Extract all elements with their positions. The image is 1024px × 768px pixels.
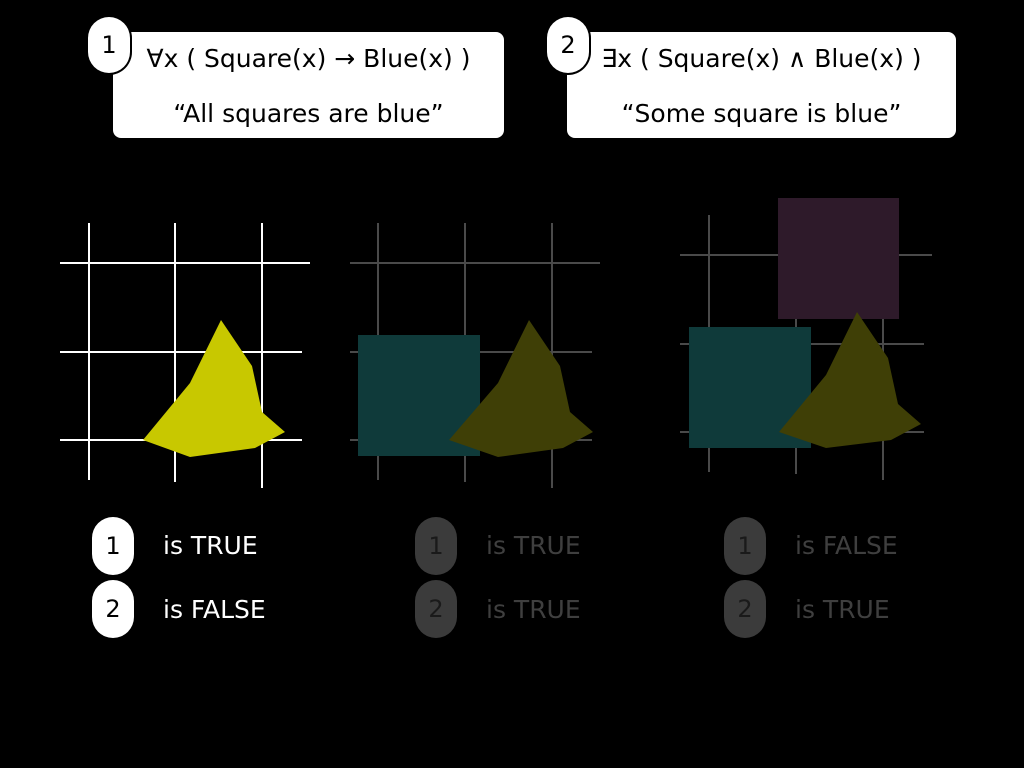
formula-1-reading: “All squares are blue” bbox=[173, 99, 444, 128]
scene-3 bbox=[680, 198, 932, 480]
scene-2-formula-1-status: is TRUE bbox=[486, 531, 581, 560]
formula-card-1: ∀x ( Square(x) → Blue(x) ) “All squares … bbox=[113, 32, 504, 138]
scene-1-formula-2-status: is FALSE bbox=[163, 595, 266, 624]
scene-3-formula-2-status: is TRUE bbox=[795, 595, 890, 624]
scene-2-formula-1-badge: 1 bbox=[415, 517, 457, 575]
formula-1-number-badge: 1 bbox=[88, 17, 130, 73]
scene-1 bbox=[60, 223, 310, 488]
scene-3-formula-1-badge: 1 bbox=[724, 517, 766, 575]
scene-3-yellow-triangle bbox=[779, 312, 921, 448]
scene-1-formula-2-badge: 2 bbox=[92, 580, 134, 638]
formula-2-reading: “Some square is blue” bbox=[621, 99, 902, 128]
scene-2-yellow-triangle bbox=[449, 320, 593, 457]
scene-1-formula-1-badge: 1 bbox=[92, 517, 134, 575]
scene-2-formula-2-status: is TRUE bbox=[486, 595, 581, 624]
formula-card-2: ∃x ( Square(x) ∧ Blue(x) ) “Some square … bbox=[567, 32, 956, 138]
scene-3-purple-square bbox=[778, 198, 899, 319]
scene-3-formula-2-badge: 2 bbox=[724, 580, 766, 638]
formula-2-number-badge: 2 bbox=[547, 17, 589, 73]
scene-3-formula-1-status: is FALSE bbox=[795, 531, 898, 560]
scene-2 bbox=[350, 223, 600, 488]
scene-1-yellow-triangle bbox=[143, 320, 285, 457]
formula-2-expression: ∃x ( Square(x) ∧ Blue(x) ) bbox=[601, 44, 922, 73]
scene-1-formula-1-status: is TRUE bbox=[163, 531, 258, 560]
formula-1-expression: ∀x ( Square(x) → Blue(x) ) bbox=[146, 44, 471, 73]
scene-2-formula-2-badge: 2 bbox=[415, 580, 457, 638]
